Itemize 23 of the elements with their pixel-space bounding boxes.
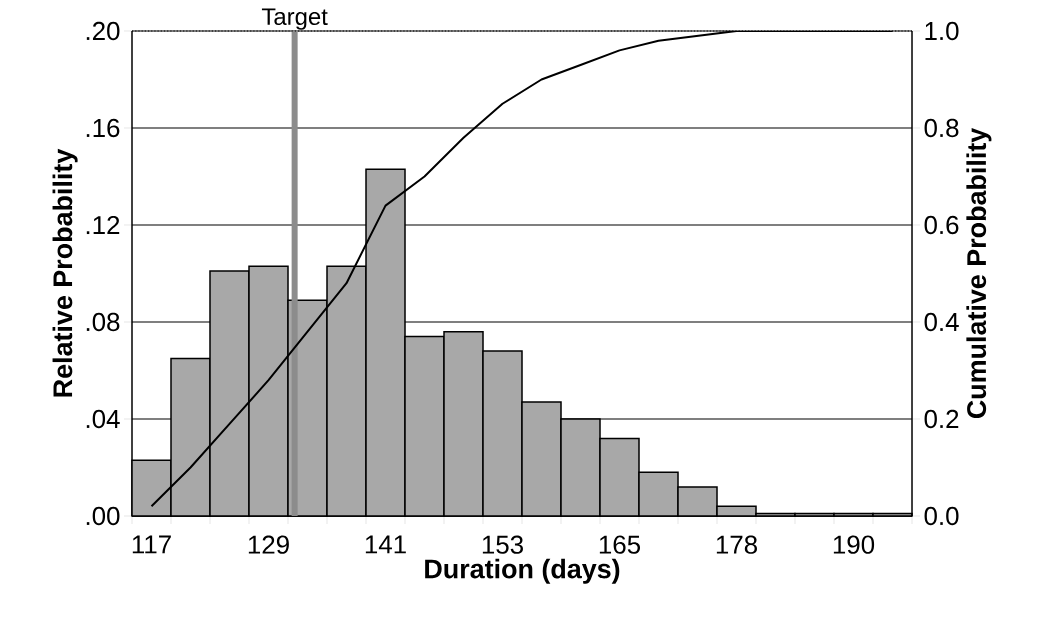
y-tick-label: .20 bbox=[86, 21, 120, 41]
y2-tick-label: 0.2 bbox=[924, 409, 959, 429]
x-tick-label: 117 bbox=[132, 535, 171, 554]
x-tick-label: 153 bbox=[482, 535, 523, 554]
y2-tick-label: 0.8 bbox=[924, 118, 959, 138]
y2-tick-label: 0.4 bbox=[924, 312, 959, 332]
x-tick-label: 178 bbox=[716, 535, 757, 554]
y-tick-label: .08 bbox=[86, 312, 120, 332]
x-tick-label: 165 bbox=[599, 535, 641, 554]
y2-tick-label: 0.0 bbox=[924, 506, 959, 526]
y2-axis-title: Cumulative Probability bbox=[966, 127, 992, 419]
y-tick-label: .16 bbox=[86, 118, 120, 138]
text: Target bbox=[261, 8, 328, 30]
y2-tick-label: 1.0 bbox=[925, 21, 959, 41]
x-axis-title: Duration (days) bbox=[425, 558, 620, 584]
x-tick-label: 129 bbox=[248, 535, 289, 554]
y-axis-title: Relative Probability bbox=[52, 148, 78, 397]
x-tick-label: 141 bbox=[365, 535, 406, 554]
y-tick-label: .00 bbox=[86, 506, 120, 526]
x-tick-label: 190 bbox=[833, 535, 875, 554]
y2-tick-label: 0.6 bbox=[924, 215, 959, 235]
y-tick-label: .12 bbox=[86, 215, 120, 235]
y-tick-label: .04 bbox=[86, 409, 120, 429]
